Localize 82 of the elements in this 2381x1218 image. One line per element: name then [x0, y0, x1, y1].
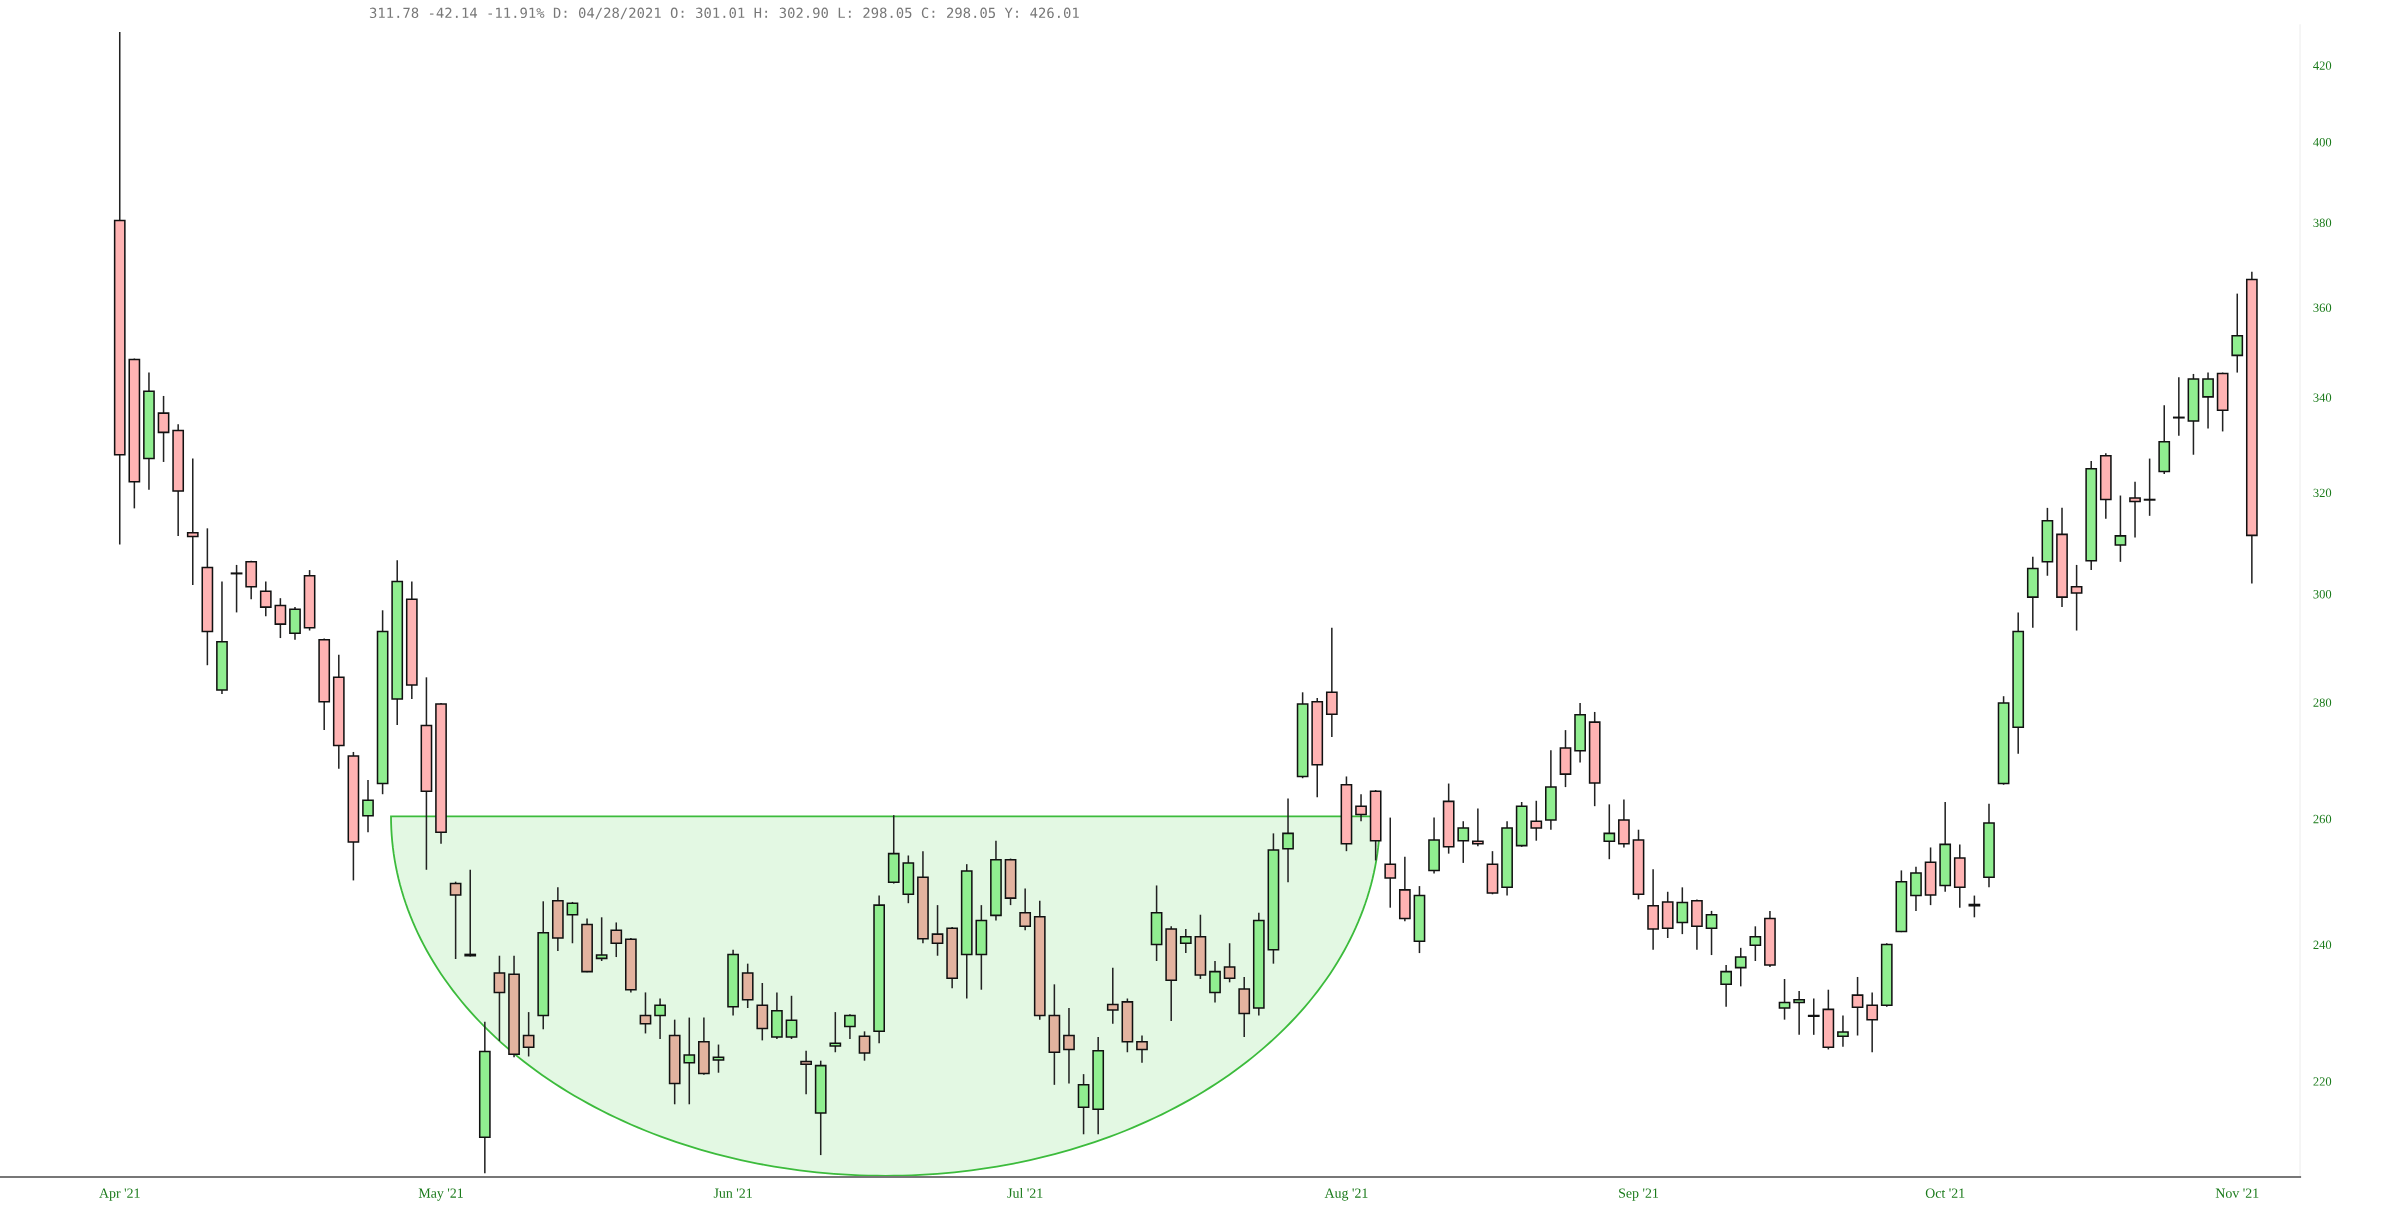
candlestick [1325, 627, 1338, 738]
candlestick [931, 904, 944, 957]
candlestick [1851, 976, 1864, 1037]
y-tick-label: 280 [2313, 698, 2332, 707]
candlestick [1910, 865, 1922, 912]
y-tick-label: 260 [2313, 814, 2332, 824]
candlestick [639, 991, 652, 1035]
candlestick [1384, 816, 1397, 909]
candlestick [1618, 798, 1630, 849]
candlestick [289, 606, 301, 641]
candlestick [858, 1030, 871, 1062]
x-tick-label: May '21 [418, 1188, 463, 1201]
candlestick [1209, 960, 1221, 1004]
candlestick [712, 1043, 725, 1074]
candlestick [595, 916, 608, 962]
x-tick-label: Sep '21 [1619, 1188, 1659, 1201]
candlestick [2070, 564, 2083, 632]
y-tick-label: 240 [2313, 940, 2332, 950]
candlestick [1106, 966, 1119, 1025]
y-tick-label: 360 [2313, 303, 2332, 312]
y-tick-label: 220 [2313, 1077, 2332, 1086]
candlestick [1471, 807, 1484, 847]
candlestick [1705, 910, 1718, 956]
candlestick [1837, 1014, 1849, 1048]
candlestick [1793, 990, 1806, 1036]
candlestick [844, 1013, 856, 1040]
candlestick [449, 880, 462, 960]
y-tick-label: 300 [2313, 590, 2332, 599]
x-tick-label: Aug '21 [1324, 1188, 1368, 1201]
candlestick [1282, 797, 1294, 884]
y-tick-label: 420 [2313, 61, 2332, 70]
candlestick [1749, 925, 1762, 962]
candlestick [566, 901, 579, 945]
candlestick [1807, 997, 1820, 1036]
candlestick [1647, 868, 1659, 951]
candlestick [654, 997, 666, 1040]
candlestick [1136, 1034, 1148, 1064]
candlestick [522, 1011, 535, 1058]
candlestick [683, 1016, 696, 1106]
candlestick [259, 580, 272, 617]
candlestick [829, 1011, 842, 1054]
y-tick-label: 340 [2313, 393, 2332, 402]
candlestick [1720, 964, 1733, 1008]
candlestick [1968, 894, 1981, 919]
candlestick [274, 597, 287, 639]
candlestick [1077, 1073, 1090, 1136]
candlestick [2129, 481, 2141, 539]
candlestick [1603, 803, 1616, 860]
chart-title: 311.78 -42.14 -11.91% D: 04/28/2021 O: 301.01 H: 302.90 L: 298.05 C: 298.05 Y: 426.01 [369, 7, 1079, 20]
candlestick [800, 1050, 812, 1095]
x-tick-label: Nov '21 [2215, 1188, 2259, 1198]
candlestick [1355, 793, 1367, 822]
candlestick [493, 954, 506, 1042]
candlestick [362, 779, 374, 833]
candlestick [785, 995, 798, 1040]
candlestick [1778, 978, 1791, 1021]
x-tick-label: Oct '21 [1925, 1188, 1965, 1198]
candlestick [1223, 942, 1236, 984]
candlestick [2172, 376, 2185, 437]
candlestick [230, 564, 243, 614]
candlestick [1179, 928, 1192, 954]
candlestick [2143, 457, 2156, 517]
y-tick-label: 400 [2313, 138, 2332, 147]
candlestick [1734, 947, 1747, 988]
candlestick [1530, 800, 1543, 842]
candlestick [610, 921, 623, 958]
candlestick [1866, 991, 1879, 1054]
candlestick [756, 982, 769, 1042]
candlestick [186, 457, 199, 586]
candlestick [1457, 820, 1470, 864]
x-tick-label: Apr '21 [99, 1188, 140, 1201]
x-tick-label: Jul '21 [1007, 1188, 1043, 1198]
candlestick [2202, 371, 2214, 430]
candlestick [2231, 292, 2244, 374]
candlestick [2114, 494, 2127, 563]
x-tick-label: Jun '21 [713, 1188, 752, 1198]
candlestick [1063, 1007, 1075, 1085]
candlestick [157, 395, 170, 463]
y-tick-label: 320 [2313, 488, 2332, 498]
y-tick-label: 380 [2313, 218, 2332, 228]
candlestick [1676, 886, 1689, 935]
candlestick [1019, 887, 1032, 931]
